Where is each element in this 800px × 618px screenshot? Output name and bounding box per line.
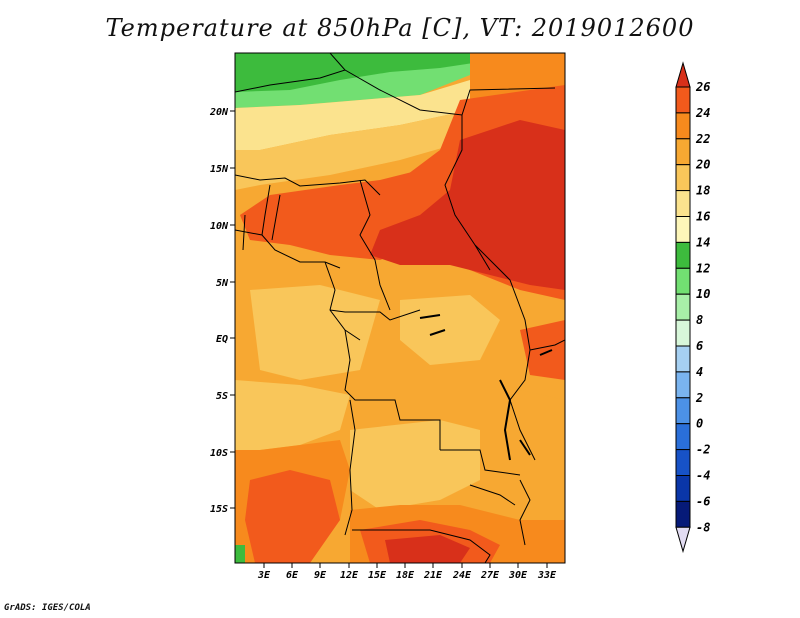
cbar-level-label: 10 xyxy=(696,287,710,301)
cbar-level-label: 24 xyxy=(695,106,710,120)
cbar-level-label: -4 xyxy=(696,469,710,483)
lon-label: 33E xyxy=(537,570,557,581)
temperature-field xyxy=(235,53,565,563)
lat-label: 15N xyxy=(210,164,229,175)
cbar-swatch xyxy=(675,190,691,218)
cbar-swatch xyxy=(675,475,691,502)
cbar-swatch xyxy=(675,267,691,295)
cbar-swatch xyxy=(675,371,691,399)
cbar-swatch xyxy=(675,216,691,243)
lat-ticks xyxy=(230,110,235,509)
lon-label: 15E xyxy=(368,570,387,581)
lat-label: 20N xyxy=(209,107,229,118)
country-borders xyxy=(235,53,565,563)
cbar-swatch xyxy=(675,164,691,192)
cbar-swatch xyxy=(675,86,691,114)
lat-label: 10N xyxy=(210,221,229,232)
lon-label: 6E xyxy=(286,570,299,581)
color-bar-labels: 26 24 22 20 18 16 14 12 10 8 6 4 2 0 -2 … xyxy=(695,80,710,534)
lon-labels: 3E 6E 9E 12E 15E 18E 21E 24E 27E 30E 33E xyxy=(257,570,557,581)
cbar-swatch xyxy=(675,423,691,451)
lon-label: 18E xyxy=(396,570,415,581)
cbar-swatch xyxy=(675,138,691,166)
lat-label: 15S xyxy=(210,504,228,515)
cbar-swatch xyxy=(675,112,691,140)
lat-label: 5S xyxy=(216,391,228,402)
cbar-swatch xyxy=(675,397,691,425)
lake-outlines xyxy=(419,314,553,461)
cbar-swatch xyxy=(675,319,691,347)
lon-ticks xyxy=(263,563,548,568)
cbar-level-label: 2 xyxy=(695,391,703,405)
cbar-level-label: 8 xyxy=(696,313,703,327)
lat-label: 10S xyxy=(210,448,228,459)
cbar-level-label: -2 xyxy=(696,443,710,457)
cbar-level-label: 6 xyxy=(696,339,703,353)
cbar-level-label: 0 xyxy=(696,417,703,431)
cbar-level-label: 22 xyxy=(695,132,710,146)
cbar-swatch xyxy=(675,345,691,373)
cbar-level-label: 26 xyxy=(695,80,710,94)
cbar-level-label: 16 xyxy=(696,210,710,224)
cbar-level-label: 4 xyxy=(696,365,703,379)
cbar-level-label: 12 xyxy=(696,261,710,275)
color-bar-legend xyxy=(675,61,691,554)
cbar-level-label: 18 xyxy=(696,184,710,198)
grads-credit: GrADS: IGES/COLA xyxy=(4,603,91,613)
cbar-level-label: 14 xyxy=(696,235,710,249)
lon-label: 24E xyxy=(452,570,472,581)
lon-label: 3E xyxy=(257,570,271,581)
lon-label: 27E xyxy=(480,570,500,581)
cbar-swatch xyxy=(675,500,691,528)
lat-label: 5N xyxy=(216,278,229,289)
lat-labels: 20N 15N 10N 5N EQ 5S 10S 15S xyxy=(209,107,229,515)
cbar-swatch xyxy=(675,449,691,477)
lon-label: 12E xyxy=(340,570,359,581)
lon-label: 30E xyxy=(508,570,528,581)
cbar-bottom-arrow xyxy=(675,526,691,554)
map-frame xyxy=(234,52,566,564)
cbar-level-label: -6 xyxy=(696,494,710,508)
lon-label: 21E xyxy=(423,570,443,581)
lat-label: EQ xyxy=(216,334,228,345)
cbar-swatch xyxy=(675,241,691,269)
map-title: Temperature at 850hPa [C], VT: 201901260… xyxy=(105,14,695,42)
cbar-swatch xyxy=(675,293,691,321)
cbar-level-label: -8 xyxy=(696,520,710,534)
lon-label: 9E xyxy=(314,570,327,581)
cbar-top-arrow xyxy=(675,61,691,88)
cbar-level-label: 20 xyxy=(695,158,710,172)
